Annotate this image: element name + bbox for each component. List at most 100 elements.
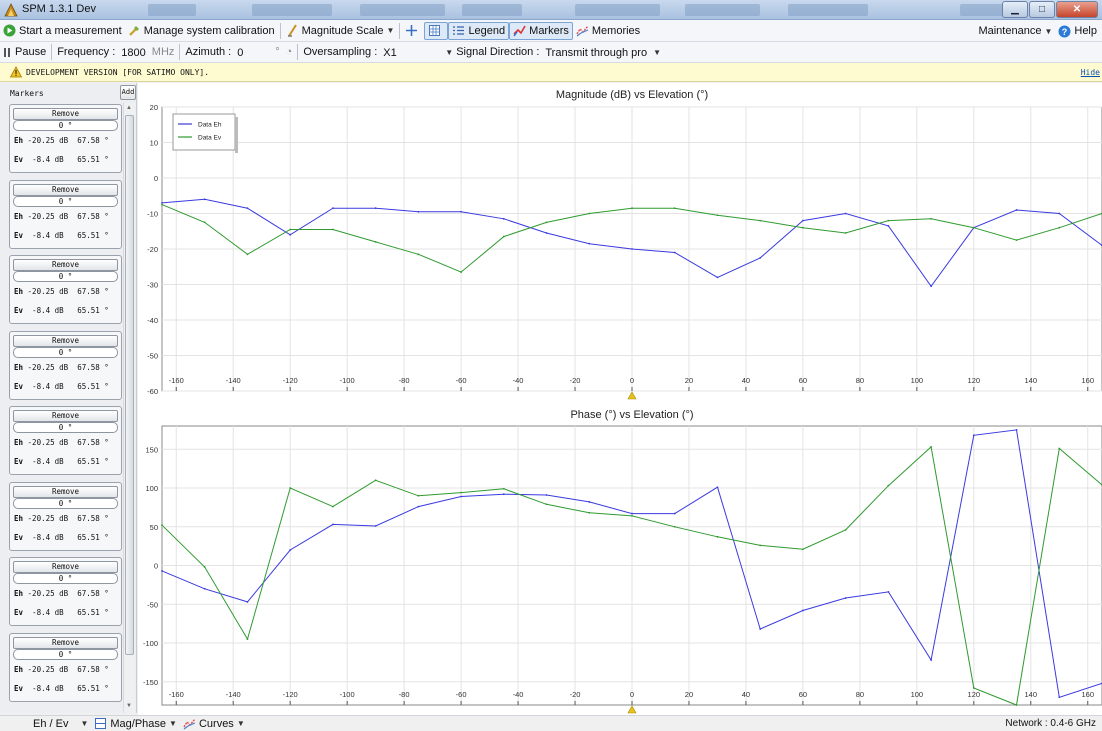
marker-angle-input[interactable]: 0 °: [13, 120, 118, 131]
data-point: [246, 601, 249, 603]
x-tick-label: 80: [856, 690, 864, 699]
marker-angle-input[interactable]: 0 °: [13, 573, 118, 584]
dev-banner-text: DEVELOPMENT VERSION [FOR SATIMO ONLY].: [26, 68, 210, 77]
marker-angle-input[interactable]: 0 °: [13, 422, 118, 433]
y-tick-label: 100: [145, 484, 158, 493]
data-point: [289, 233, 292, 236]
legend-icon: [453, 26, 465, 35]
eh-ev-label: Eh / Ev: [33, 717, 69, 730]
oversampling-select[interactable]: X1: [380, 44, 442, 60]
marker-angle-input[interactable]: 0 °: [13, 497, 118, 509]
data-point: [332, 505, 334, 508]
marker-ev-deg: 65.51 °: [77, 532, 109, 542]
markers-panel-header: Markers Add: [0, 83, 136, 101]
data-point: [1015, 239, 1018, 242]
scroll-up-icon[interactable]: ▲: [126, 105, 132, 111]
azimuth-input[interactable]: 0: [237, 47, 244, 59]
eh-ev-dropdown[interactable]: Eh / Ev ▼: [30, 715, 91, 731]
marker-eh-row: Eh -20.25 dB 67.58 °: [14, 363, 109, 372]
remove-marker-button[interactable]: Remove: [13, 259, 118, 271]
x-tick-label: -140: [226, 376, 241, 385]
marker-ev-row: Ev -8.4 dB 65.51 °: [14, 231, 109, 240]
y-tick-label: 150: [145, 445, 158, 454]
marker-ev-row: Ev -8.4 dB 65.51 °: [14, 155, 109, 164]
chevron-down-icon: ▼: [1044, 26, 1053, 36]
remove-marker-button[interactable]: Remove: [13, 636, 118, 649]
marker-angle-input[interactable]: 0 °: [13, 195, 118, 207]
y-tick-label: -60: [147, 387, 158, 396]
data-point: [716, 276, 719, 279]
close-button[interactable]: ✕: [1056, 1, 1098, 18]
markers-scrollbar[interactable]: ▲ ▼: [123, 103, 135, 713]
azimuth-spinner-icon[interactable]: ◔: [285, 46, 293, 58]
marker-eh-row: Eh -20.25 dB 67.58 °: [14, 438, 109, 447]
data-point: [545, 494, 548, 496]
remove-marker-button[interactable]: Remove: [13, 108, 118, 120]
mag-phase-label: Mag/Phase: [110, 717, 167, 730]
crosshair-toggle[interactable]: [402, 22, 424, 40]
remove-marker-button[interactable]: Remove: [13, 410, 118, 422]
data-point: [460, 495, 462, 498]
magnitude-scale-dropdown[interactable]: Magnitude Scale ▼: [283, 22, 398, 40]
marker-eh-db: -20.25 dB: [27, 136, 69, 145]
remove-marker-button[interactable]: Remove: [13, 183, 118, 196]
marker-triangle-icon[interactable]: [627, 391, 637, 400]
svg-text:?: ?: [1062, 27, 1068, 37]
start-measurement-button[interactable]: Start a measurement: [0, 22, 125, 40]
marker-ev-deg: 65.51 °: [77, 608, 109, 617]
y-tick-label: -30: [147, 281, 158, 290]
marker-ev-db: -8.4 dB: [32, 532, 64, 542]
maintenance-dropdown[interactable]: Maintenance ▼: [975, 22, 1055, 40]
marker-eh-row: Eh -20.25 dB 67.58 °: [14, 212, 109, 221]
remove-marker-button[interactable]: Remove: [13, 561, 118, 573]
chart-legend[interactable]: Data Eh Data Ev: [172, 113, 238, 153]
y-tick-label: -20: [147, 245, 158, 254]
data-point: [203, 221, 206, 224]
minimize-button[interactable]: ▁: [1002, 1, 1028, 18]
marker-angle-input[interactable]: 0 °: [13, 648, 118, 660]
mag-phase-dropdown[interactable]: Mag/Phase ▼: [91, 715, 180, 731]
x-tick-label: -60: [456, 376, 467, 385]
marker-ev-db: -8.4 dB: [32, 306, 64, 315]
legend-toggle[interactable]: Legend: [448, 21, 510, 40]
help-dropdown[interactable]: ? Help: [1055, 22, 1100, 40]
pause-button[interactable]: Pause: [0, 43, 49, 61]
frequency-input[interactable]: 1800: [121, 47, 146, 59]
data-point: [673, 251, 676, 254]
data-point: [844, 597, 847, 599]
signal-direction-select[interactable]: Transmit through pro: [542, 44, 650, 60]
add-marker-button[interactable]: Add: [120, 85, 136, 100]
data-point: [1058, 212, 1061, 215]
scroll-down-icon[interactable]: ▼: [126, 703, 132, 709]
markers-toggle[interactable]: Markers: [509, 21, 573, 40]
data-point: [588, 511, 591, 514]
data-point: [203, 587, 206, 590]
data-point: [887, 225, 890, 227]
x-tick-label: 120: [968, 376, 981, 385]
x-tick-label: 40: [742, 376, 750, 385]
grid-toggle[interactable]: [424, 21, 449, 40]
remove-marker-button[interactable]: Remove: [13, 334, 118, 347]
data-point: [545, 232, 548, 234]
manage-calibration-button[interactable]: Manage system calibration: [125, 22, 278, 40]
hide-banner-link[interactable]: Hide: [1080, 68, 1100, 77]
pause-label: Pause: [15, 46, 47, 58]
marker-angle-input[interactable]: 0 °: [13, 271, 118, 282]
azimuth-label: Azimuth :: [185, 46, 232, 58]
x-tick-label: 140: [1025, 376, 1038, 385]
data-point: [759, 628, 762, 630]
window-title: SPM 1.3.1 Dev: [22, 3, 96, 15]
data-point: [588, 501, 591, 503]
scrollbar-thumb[interactable]: [125, 115, 134, 655]
marker-eh-db: -20.25 dB: [27, 362, 69, 372]
maximize-button[interactable]: □: [1029, 1, 1055, 18]
chevron-down-icon[interactable]: ▼: [445, 47, 454, 57]
main-toolbar: Start a measurement Manage system calibr…: [0, 20, 1102, 42]
curves-dropdown[interactable]: Curves ▼: [180, 715, 248, 731]
memories-button[interactable]: Memories: [573, 22, 643, 40]
chevron-down-icon[interactable]: ▼: [653, 47, 661, 57]
remove-marker-button[interactable]: Remove: [13, 485, 118, 498]
network-status: Network : 0.4-6 GHz: [1005, 718, 1096, 729]
marker-angle-input[interactable]: 0 °: [13, 346, 118, 358]
marker-triangle-icon[interactable]: [627, 705, 637, 714]
